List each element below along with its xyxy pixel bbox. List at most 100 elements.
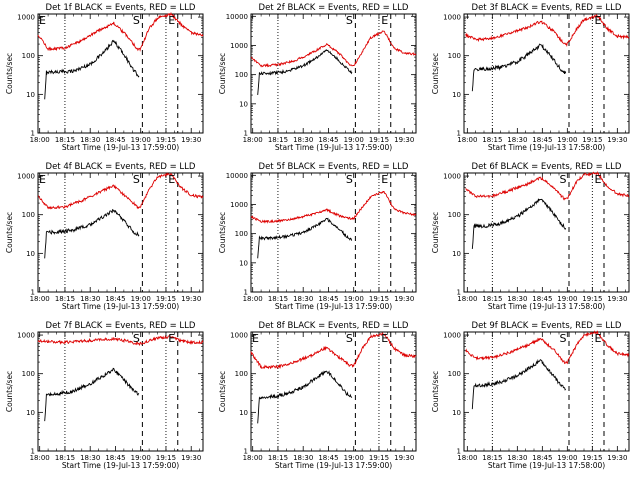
marker-label: E (595, 332, 602, 345)
y-axis-label: Counts/sec (431, 53, 440, 94)
x-tick-label: 18:00 (457, 295, 477, 303)
y-tick-label: 1 (457, 130, 461, 138)
y-tick-label: 100 (448, 211, 461, 219)
y-tick-label: 1 (457, 289, 461, 297)
x-tick-label: 19:15 (582, 136, 602, 144)
series-line-red (465, 14, 630, 48)
x-tick-label: 18:45 (105, 136, 125, 144)
x-tick-label: 18:15 (268, 295, 288, 303)
chart-title: Det 7f BLACK = Events, RED = LLD (46, 321, 196, 331)
chart-title: Det 5f BLACK = Events, RED = LLD (259, 162, 409, 172)
series-line-red (37, 11, 204, 52)
chart-panel-9: Det 9f BLACK = Events, RED = LLD 1 10 100 10… (431, 321, 630, 470)
x-tick-label: 18:45 (318, 295, 338, 303)
x-tick-label: 18:45 (318, 454, 338, 462)
x-tick-label: 18:15 (55, 295, 75, 303)
y-tick-label: 10 (239, 259, 248, 267)
chart-title: Det 9f BLACK = Events, RED = LLD (472, 321, 622, 331)
marker-label: E (252, 332, 259, 345)
series-line-red (250, 190, 417, 224)
y-tick-label: 100 (22, 370, 35, 378)
y-tick-label: 100 (235, 370, 248, 378)
marker-label: S (133, 173, 140, 186)
x-tick-label: 18:30 (293, 454, 313, 462)
x-tick-label: 19:30 (607, 136, 627, 144)
y-tick-label: 100 (448, 52, 461, 60)
y-tick-label: 10000 (226, 13, 248, 21)
x-tick-label: 18:15 (482, 295, 502, 303)
plot-frame (37, 172, 204, 293)
x-tick-label: 18:00 (243, 295, 263, 303)
x-tick-label: 19:00 (557, 136, 577, 144)
marker-label: S (346, 14, 353, 27)
x-tick-label: 18:00 (30, 454, 50, 462)
x-tick-label: 18:45 (105, 454, 125, 462)
x-tick-label: 18:00 (243, 454, 263, 462)
x-tick-label: 18:00 (457, 454, 477, 462)
y-tick-label: 1000 (17, 173, 35, 181)
x-tick-label: 18:45 (532, 136, 552, 144)
marker-label: S (133, 14, 140, 27)
marker-label: S (346, 332, 353, 345)
y-tick-label: 10 (452, 409, 461, 417)
series-line-red (465, 330, 630, 365)
marker-label: E (39, 173, 46, 186)
y-axis-label: Counts/sec (431, 212, 440, 253)
y-tick-label: 10 (239, 409, 248, 417)
chart-title: Det 6f BLACK = Events, RED = LLD (472, 162, 622, 172)
marker-label: S (133, 332, 140, 345)
marker-label: E (381, 332, 388, 345)
x-tick-label: 18:15 (268, 136, 288, 144)
y-tick-label: 10 (239, 100, 248, 108)
series-line-red (465, 171, 630, 201)
y-tick-label: 100 (235, 71, 248, 79)
marker-label: E (168, 14, 175, 27)
x-tick-label: 18:30 (507, 136, 527, 144)
plot-frame (463, 172, 630, 293)
y-tick-label: 1 (31, 289, 35, 297)
y-axis-label: Counts/sec (5, 53, 14, 94)
marker-label: S (346, 173, 353, 186)
x-tick-label: 18:00 (243, 136, 263, 144)
chart-panel-8: Det 8f BLACK = Events, RED = LLD 1 10 100 10… (218, 321, 417, 470)
series-line-black (44, 39, 140, 100)
series-line-red (250, 332, 417, 370)
chart-panel-5: Det 5f BLACK = Events, RED = LLD 1 10 100 10… (218, 162, 417, 311)
x-tick-label: 19:00 (557, 295, 577, 303)
x-tick-label: 19:00 (557, 454, 577, 462)
plot-frame (250, 13, 417, 134)
chart-panel-4: Det 4f BLACK = Events, RED = LLD 1 10 100 10… (5, 162, 204, 311)
x-tick-label: 19:00 (131, 454, 151, 462)
x-tick-label: 19:15 (369, 454, 389, 462)
x-tick-label: 18:30 (293, 295, 313, 303)
series-line-black (471, 43, 567, 92)
marker-label: E (595, 173, 602, 186)
x-tick-label: 18:30 (80, 136, 100, 144)
marker-label: E (381, 14, 388, 27)
y-tick-label: 10 (26, 409, 35, 417)
chart-title: Det 8f BLACK = Events, RED = LLD (259, 321, 409, 331)
x-tick-label: 18:15 (55, 136, 75, 144)
x-tick-label: 19:00 (344, 136, 364, 144)
chart-panel-3: Det 3f BLACK = Events, RED = LLD 1 10 100 10… (431, 3, 630, 152)
x-axis-label: Start Time (19-Jul-13 17:58:00) (488, 461, 605, 470)
plot-frame (463, 13, 630, 134)
x-tick-label: 18:15 (268, 454, 288, 462)
y-tick-label: 100 (235, 230, 248, 238)
series-line-black (471, 198, 567, 249)
plot-frame (250, 172, 417, 293)
x-tick-label: 18:15 (55, 454, 75, 462)
y-tick-label: 1000 (230, 201, 248, 209)
y-tick-label: 1000 (230, 42, 248, 50)
chart-title: Det 4f BLACK = Events, RED = LLD (46, 162, 196, 172)
series-line-black (257, 49, 353, 95)
series-line-black (257, 217, 353, 259)
y-tick-label: 1000 (443, 14, 461, 22)
x-tick-label: 18:30 (293, 136, 313, 144)
x-tick-label: 19:30 (607, 454, 627, 462)
plot-frame (37, 13, 204, 134)
x-tick-label: 18:45 (318, 136, 338, 144)
y-tick-label: 1000 (17, 332, 35, 340)
series-line-black (44, 367, 140, 422)
marker-label: E (381, 173, 388, 186)
